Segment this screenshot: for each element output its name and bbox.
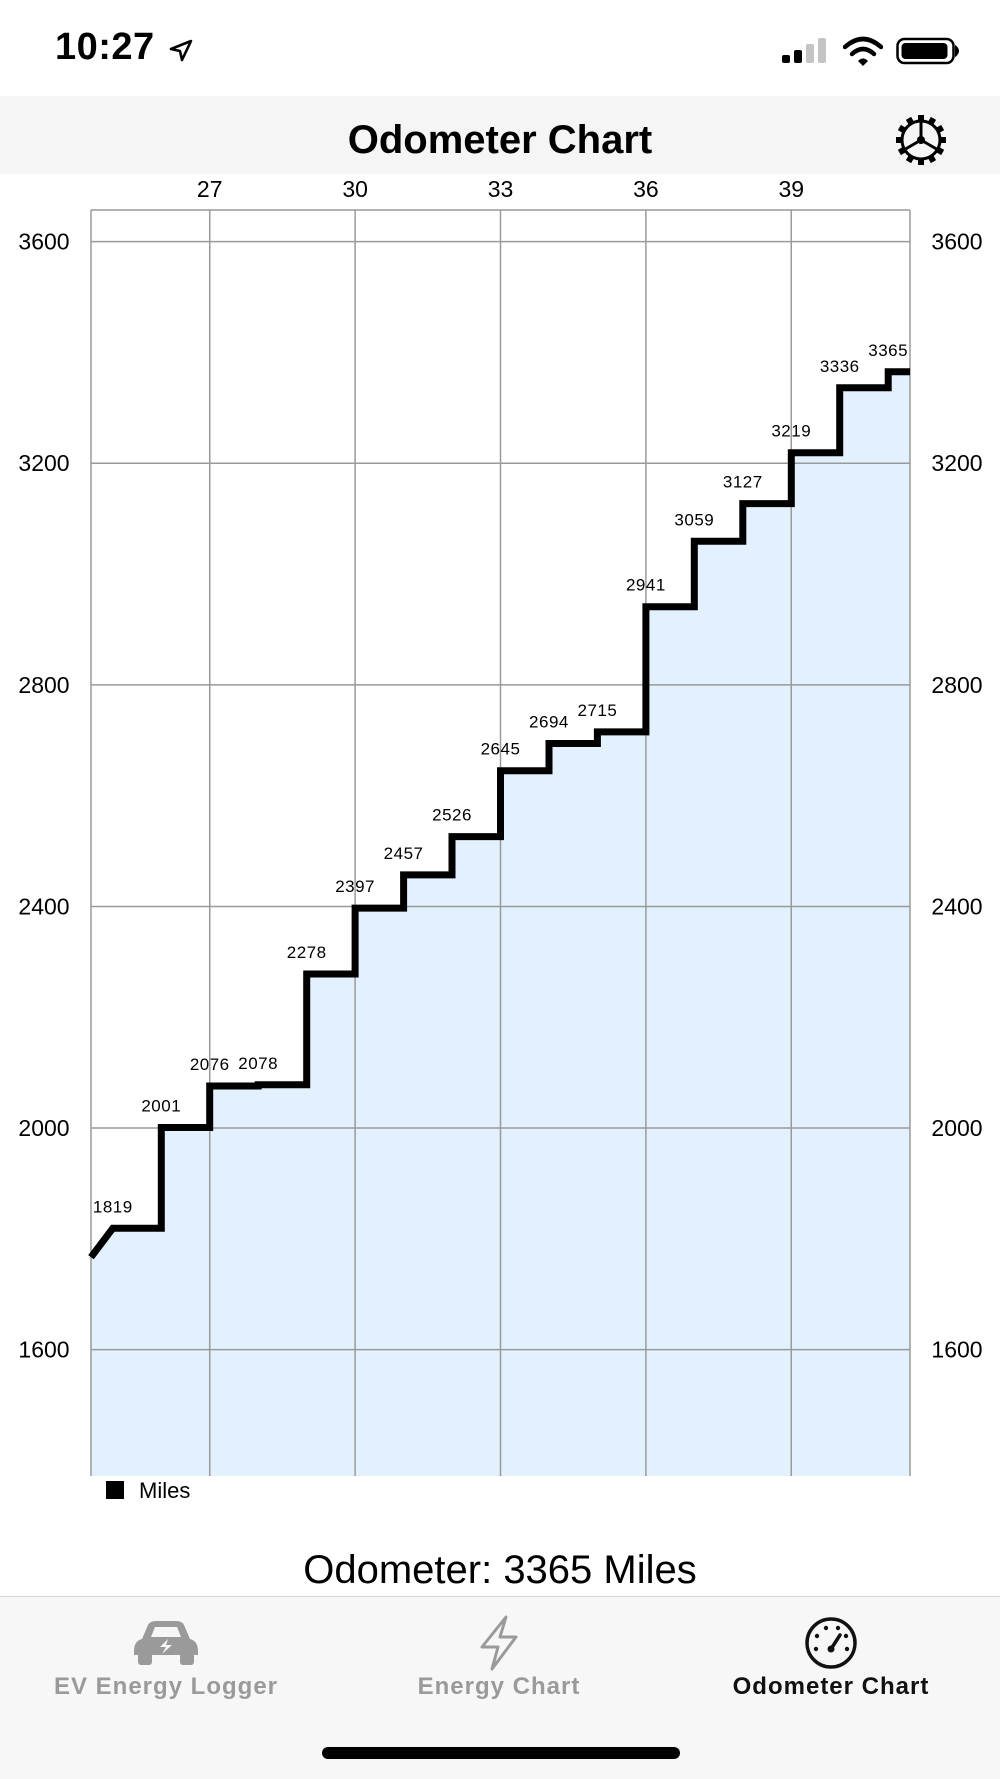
status-time: 10:27 (55, 26, 155, 68)
x-tick-label: 36 (633, 176, 659, 202)
location-arrow-icon (169, 39, 193, 62)
x-tick-label: 30 (342, 176, 368, 202)
data-label: 3219 (771, 422, 811, 441)
tab-energy-chart[interactable]: Energy Chart (348, 1597, 650, 1717)
legend-swatch (106, 1481, 124, 1499)
data-label: 2645 (481, 740, 521, 759)
x-tick-label: 33 (488, 176, 514, 202)
lightning-icon (480, 1615, 518, 1671)
data-label: 2457 (384, 844, 424, 863)
settings-gear-icon[interactable] (888, 111, 954, 169)
y-tick-label-right: 2400 (931, 893, 982, 919)
y-tick-label-left: 3200 (18, 450, 69, 476)
y-tick-label-right: 3600 (931, 229, 982, 255)
page-title: Odometer Chart (347, 118, 653, 162)
legend-label: Miles (139, 1478, 190, 1503)
miles-series-line (88, 368, 910, 1260)
data-label: 3336 (820, 357, 860, 376)
car-icon (134, 1621, 198, 1665)
odometer-step-chart: 1819 2001 2076 2078 2278 2397 2457 2526 2645 2694… (18, 176, 982, 1503)
data-label: 2278 (287, 943, 327, 962)
battery-icon (896, 37, 959, 65)
y-tick-label-right: 1600 (931, 1337, 982, 1363)
home-indicator (322, 1747, 680, 1759)
tab-odometer-chart[interactable]: Odometer Chart (680, 1597, 982, 1717)
data-label: 3059 (674, 510, 714, 529)
y-tick-label-right: 2800 (931, 672, 982, 698)
y-tick-label-left: 3600 (18, 229, 69, 255)
data-label: 2397 (335, 877, 375, 896)
odometer-readout: Odometer: 3365 Miles (303, 1548, 697, 1592)
tab-label: EV Energy Logger (53, 1673, 279, 1700)
legend: Miles (106, 1478, 190, 1503)
tab-label: Odometer Chart (732, 1673, 930, 1700)
y-tick-label-left: 2000 (18, 1115, 69, 1141)
data-label: 3127 (723, 473, 763, 492)
data-label: 1819 (93, 1197, 133, 1216)
speedometer-icon (805, 1617, 857, 1669)
y-tick-label-left: 2400 (18, 893, 69, 919)
tab-bar: EV Energy Logger Energy Chart Odometer C… (0, 1596, 1000, 1779)
data-label: 2076 (190, 1055, 230, 1074)
navigation-bar: Odometer Chart (0, 96, 1000, 174)
y-tick-label-right: 3200 (931, 450, 982, 476)
tab-ev-energy-logger[interactable]: EV Energy Logger (10, 1597, 322, 1717)
data-label: 2078 (238, 1054, 278, 1073)
y-tick-label-right: 2000 (931, 1115, 982, 1141)
y-tick-label-left: 2800 (18, 672, 69, 698)
data-label: 2715 (578, 701, 618, 720)
data-label: 2526 (432, 806, 472, 825)
data-label: 3365 (868, 341, 908, 360)
x-tick-label: 27 (197, 176, 223, 202)
cellular-signal-icon (782, 38, 826, 63)
wifi-icon (843, 36, 883, 66)
data-label: 2001 (141, 1097, 181, 1116)
status-bar: 10:27 (0, 0, 1000, 96)
data-label: 2941 (626, 576, 666, 595)
tab-label: Energy Chart (417, 1673, 581, 1700)
y-tick-label-left: 1600 (18, 1337, 69, 1363)
data-label: 2694 (529, 713, 569, 732)
x-tick-label: 39 (778, 176, 804, 202)
